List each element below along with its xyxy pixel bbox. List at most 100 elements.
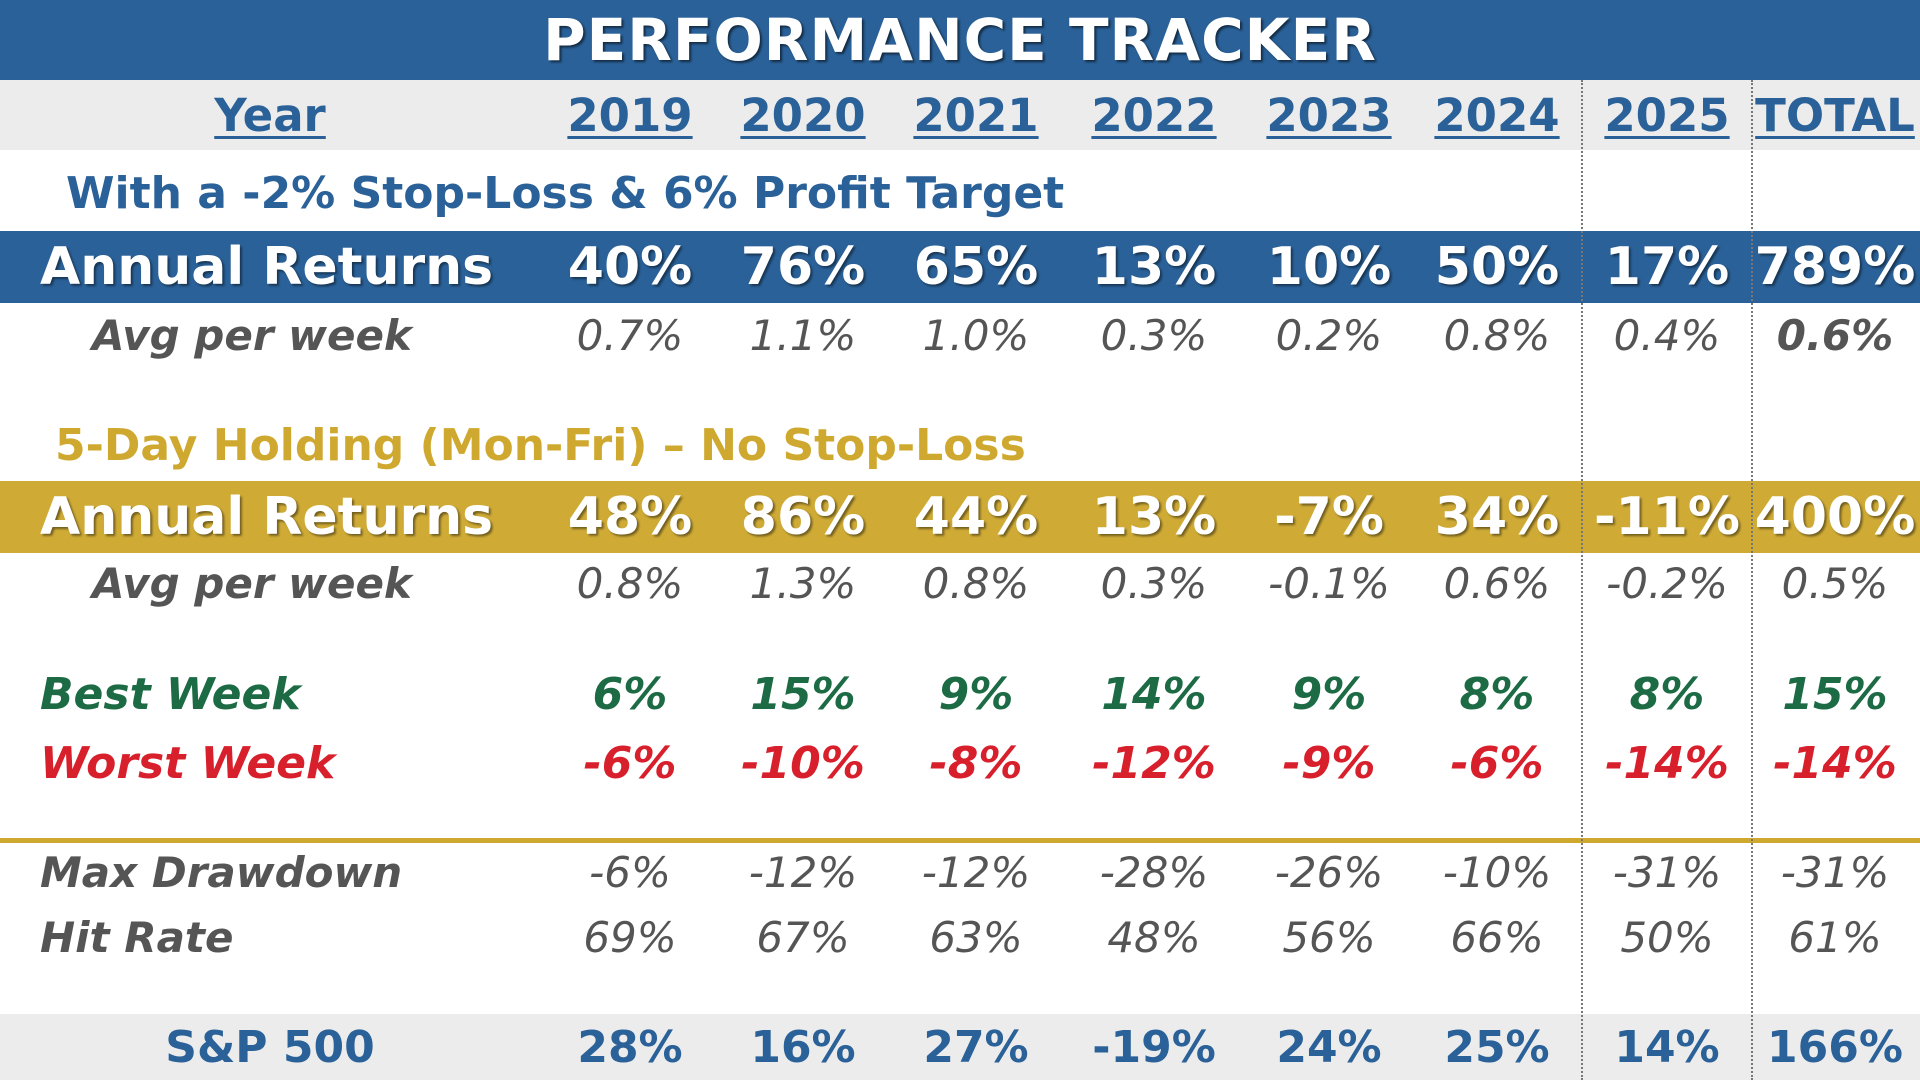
worst-week-value: -12% [1092, 737, 1216, 789]
year-header-row [0, 80, 1920, 150]
worst-week-total: -14% [1773, 737, 1897, 789]
year-header-total: TOTAL [1755, 88, 1915, 142]
hit-rate-value: 56% [1282, 912, 1376, 962]
strategy2-annual-value: -11% [1593, 487, 1741, 547]
strategy1-annual-value: 13% [1091, 237, 1217, 297]
title-bar [0, 0, 1920, 80]
strategy2-annual-value: 86% [740, 487, 866, 547]
sp500-value: -19% [1092, 1021, 1216, 1073]
column-divider [1581, 80, 1583, 1080]
year-header: 2020 [740, 88, 866, 142]
strategy2-avg-value: 0.8% [576, 558, 684, 608]
best-week-label: Best Week [40, 668, 301, 720]
strategy2-annual-total: 400% [1754, 487, 1916, 547]
max-drawdown-value: -10% [1442, 847, 1552, 897]
strategy1-annual-label: Annual Returns [40, 237, 494, 297]
strategy1-avg-value: 0.2% [1275, 310, 1383, 360]
year-header: 2022 [1091, 88, 1217, 142]
max-drawdown-value: -6% [589, 847, 671, 897]
max-drawdown-label: Max Drawdown [40, 847, 403, 897]
strategy1-heading: With a -2% Stop-Loss & 6% Profit Target [66, 167, 1065, 219]
strategy1-avg-value: 0.3% [1100, 310, 1208, 360]
strategy2-avg-value: 0.6% [1443, 558, 1551, 608]
strategy1-annual-value: 50% [1434, 237, 1560, 297]
best-week-value: 8% [1629, 668, 1705, 720]
strategy1-avg-value: 0.7% [576, 310, 684, 360]
sp500-value: 16% [750, 1021, 856, 1073]
year-header: 2023 [1266, 88, 1392, 142]
year-header: 2025 [1604, 88, 1730, 142]
strategy1-annual-value: 40% [567, 237, 693, 297]
strategy2-annual-label: Annual Returns [40, 487, 494, 547]
max-drawdown-total: -31% [1780, 847, 1890, 897]
hit-rate-total: 61% [1788, 912, 1882, 962]
hit-rate-label: Hit Rate [40, 912, 234, 962]
hit-rate-value: 66% [1450, 912, 1544, 962]
strategy1-annual-value: 65% [913, 237, 1039, 297]
best-week-value: 15% [750, 668, 856, 720]
hit-rate-value: 50% [1620, 912, 1714, 962]
year-header: 2019 [567, 88, 693, 142]
sp500-value: 14% [1614, 1021, 1720, 1073]
worst-week-label: Worst Week [40, 737, 336, 789]
strategy1-avg-value: 0.4% [1613, 310, 1721, 360]
hit-rate-value: 67% [756, 912, 850, 962]
strategy1-annual-total: 789% [1754, 237, 1916, 297]
sp500-value: 25% [1444, 1021, 1550, 1073]
max-drawdown-value: -12% [748, 847, 858, 897]
year-label: Year [214, 88, 326, 142]
worst-week-value: -10% [741, 737, 865, 789]
strategy2-annual-value: 48% [567, 487, 693, 547]
page-title: PERFORMANCE TRACKER [543, 6, 1377, 74]
strategy1-avg-total: 0.6% [1776, 310, 1894, 360]
strategy1-annual-value: 10% [1266, 237, 1392, 297]
best-week-value: 8% [1459, 668, 1535, 720]
worst-week-value: -14% [1605, 737, 1729, 789]
strategy2-annual-band [0, 481, 1920, 553]
sp500-value: 24% [1276, 1021, 1382, 1073]
strategy2-avg-value: -0.2% [1606, 558, 1728, 608]
strategy1-avg-label: Avg per week [92, 310, 412, 360]
best-week-value: 14% [1101, 668, 1207, 720]
max-drawdown-value: -26% [1274, 847, 1384, 897]
worst-week-value: -8% [929, 737, 1023, 789]
max-drawdown-value: -28% [1099, 847, 1209, 897]
strategy2-avg-label: Avg per week [92, 558, 412, 608]
sp500-total: 166% [1767, 1021, 1903, 1073]
max-drawdown-value: -31% [1612, 847, 1722, 897]
strategy2-annual-value: 44% [913, 487, 1039, 547]
best-week-value: 9% [1291, 668, 1367, 720]
worst-week-value: -9% [1282, 737, 1376, 789]
best-week-value: 6% [592, 668, 668, 720]
strategy1-avg-value: 1.1% [749, 310, 857, 360]
year-header: 2021 [913, 88, 1039, 142]
strategy1-avg-value: 0.8% [1443, 310, 1551, 360]
best-week-total: 15% [1782, 668, 1888, 720]
max-drawdown-value: -12% [921, 847, 1031, 897]
best-week-value: 9% [938, 668, 1014, 720]
worst-week-value: -6% [1450, 737, 1544, 789]
strategy2-avg-total: 0.5% [1781, 558, 1889, 608]
strategy1-annual-value: 76% [740, 237, 866, 297]
strategy2-annual-value: 13% [1091, 487, 1217, 547]
strategy2-avg-value: -0.1% [1268, 558, 1390, 608]
strategy1-annual-value: 17% [1604, 237, 1730, 297]
sp500-value: 28% [577, 1021, 683, 1073]
strategy2-avg-value: 0.8% [922, 558, 1030, 608]
sp500-label: S&P 500 [165, 1021, 375, 1073]
sp500-value: 27% [923, 1021, 1029, 1073]
strategy2-annual-value: 34% [1434, 487, 1560, 547]
section-divider [0, 838, 1920, 843]
strategy1-avg-value: 1.0% [922, 310, 1030, 360]
strategy2-heading: 5-Day Holding (Mon-Fri) – No Stop-Loss [55, 419, 1026, 471]
column-divider [1751, 80, 1753, 1080]
year-header: 2024 [1434, 88, 1560, 142]
hit-rate-value: 69% [583, 912, 677, 962]
strategy2-avg-value: 0.3% [1100, 558, 1208, 608]
strategy2-avg-value: 1.3% [749, 558, 857, 608]
worst-week-value: -6% [583, 737, 677, 789]
hit-rate-value: 63% [929, 912, 1023, 962]
strategy2-annual-value: -7% [1274, 487, 1384, 547]
sp500-row [0, 1014, 1920, 1080]
hit-rate-value: 48% [1107, 912, 1201, 962]
